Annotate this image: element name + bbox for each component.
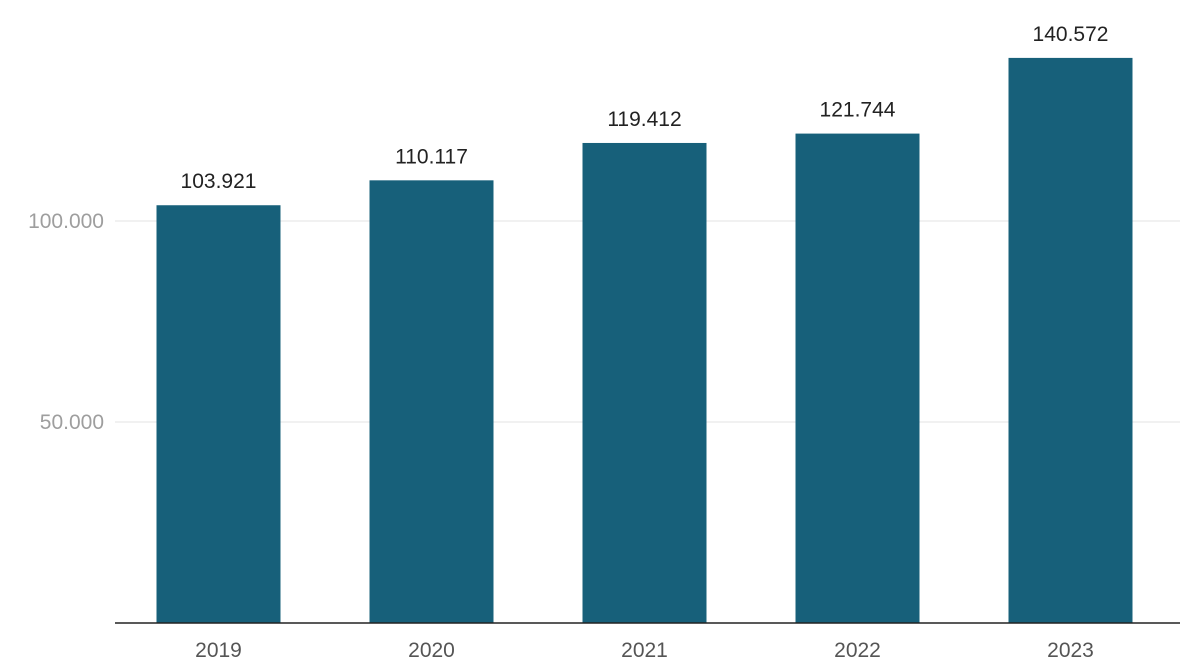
bar-2023 xyxy=(1008,57,1133,623)
data-label-2019: 103.921 xyxy=(181,170,257,193)
bar-2020 xyxy=(369,180,494,624)
y-tick-label: 100.000 xyxy=(28,210,104,233)
data-label-2021: 119.412 xyxy=(607,108,681,131)
data-label-2022: 121.744 xyxy=(820,99,896,122)
x-tick-label: 2020 xyxy=(408,639,455,662)
x-tick-label: 2019 xyxy=(195,639,242,662)
x-tick-label: 2021 xyxy=(621,639,668,662)
y-tick-label: 50.000 xyxy=(40,411,104,434)
axes: 50.000 100.000 2019 2020 2021 2022 2023 xyxy=(28,210,1180,662)
bar-2021 xyxy=(582,142,707,624)
bars xyxy=(156,57,1133,624)
data-label-2023: 140.572 xyxy=(1033,23,1109,46)
bar-2019 xyxy=(156,205,281,623)
x-tick-label: 2022 xyxy=(834,639,881,662)
bar-2022 xyxy=(795,133,920,624)
data-label-2020: 110.117 xyxy=(395,145,468,168)
x-tick-label: 2023 xyxy=(1047,639,1094,662)
data-labels: 103.921 110.117 119.412 121.744 140.572 xyxy=(181,23,1109,193)
